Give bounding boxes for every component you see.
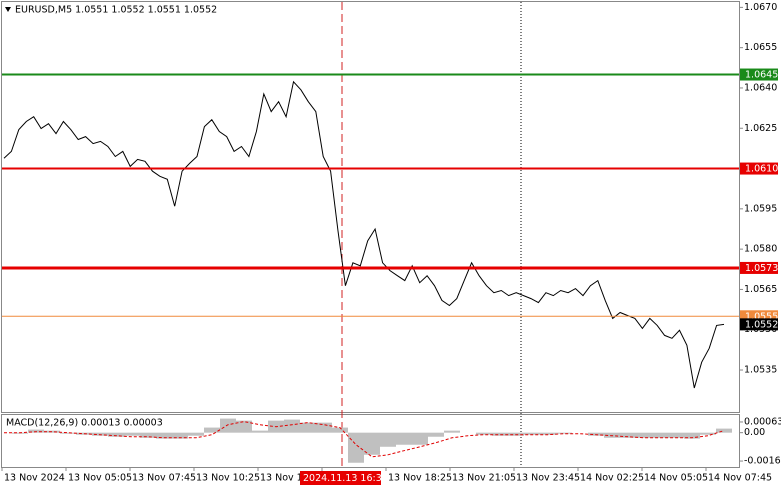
level-label-box bbox=[740, 68, 778, 81]
x-tick-label: 13 Nov 21:05 bbox=[452, 473, 516, 484]
chart-title: EURUSD,M5 1.0551 1.0552 1.0551 1.0552 bbox=[15, 5, 217, 16]
histogram-bar bbox=[524, 432, 540, 435]
histogram-bar bbox=[204, 427, 220, 433]
x-tick-label: 13 Nov 2024 bbox=[4, 473, 65, 484]
histogram-bar bbox=[716, 428, 732, 433]
current-price-box bbox=[740, 318, 778, 331]
histogram-bar bbox=[188, 432, 204, 436]
y-tick-label: 0.00063 bbox=[744, 416, 781, 427]
histogram-bar bbox=[300, 422, 316, 433]
y-tick-label: 0.00 bbox=[744, 427, 765, 438]
histogram-bar bbox=[332, 427, 348, 433]
histogram-bar bbox=[348, 432, 364, 463]
histogram-bar bbox=[540, 432, 556, 435]
histogram-bar bbox=[156, 432, 172, 439]
histogram-bar bbox=[364, 432, 380, 455]
histogram-bar bbox=[444, 430, 460, 433]
histogram-bar bbox=[124, 432, 140, 436]
macd-title: MACD(12,26,9) 0.00013 0.00003 bbox=[6, 418, 163, 429]
histogram-bar bbox=[492, 432, 508, 436]
y-tick-label: 1.0535 bbox=[744, 365, 777, 376]
x-tick-label: 13 Nov 18:25 bbox=[388, 473, 452, 484]
histogram-bar bbox=[684, 432, 700, 439]
x-tick-label: 14 Nov 02:25 bbox=[580, 473, 644, 484]
y-tick-label: 1.0640 bbox=[744, 82, 777, 93]
histogram-bar bbox=[28, 429, 44, 433]
crosshair-label: 2024.11.13 16:30 bbox=[303, 473, 388, 484]
histogram-bar bbox=[476, 432, 492, 435]
x-tick-label: 13 Nov 10:25 bbox=[196, 473, 260, 484]
histogram-bar bbox=[252, 430, 268, 433]
y-tick-label: 1.0625 bbox=[744, 123, 777, 134]
histogram-bar bbox=[396, 432, 412, 445]
histogram-bar bbox=[556, 432, 572, 434]
x-tick-label: 13 Nov 23:45 bbox=[516, 473, 580, 484]
x-tick-label: 13 Nov 05:05 bbox=[68, 473, 132, 484]
histogram-bar bbox=[60, 432, 76, 434]
y-tick-label: 1.0595 bbox=[744, 203, 777, 214]
level-label: 1.0645 bbox=[745, 70, 778, 81]
x-tick-label: 14 Nov 05:05 bbox=[644, 473, 708, 484]
histogram-bar bbox=[652, 432, 668, 438]
price-panel bbox=[1, 1, 740, 413]
y-tick-label: 1.0580 bbox=[744, 244, 777, 255]
histogram-bar bbox=[668, 432, 684, 438]
histogram-bar bbox=[428, 432, 444, 437]
menu-triangle bbox=[5, 7, 11, 12]
histogram-bar bbox=[412, 432, 428, 445]
current-price-label: 1.0552 bbox=[745, 319, 778, 330]
level-label-box bbox=[740, 162, 778, 175]
price-line bbox=[3, 80, 725, 389]
crosshair-label-box bbox=[300, 471, 381, 485]
level-label: 1.0610 bbox=[745, 164, 778, 175]
x-tick-label: 13 Nov 07:45 bbox=[132, 473, 196, 484]
histogram-bar bbox=[172, 432, 188, 439]
histogram-bar bbox=[44, 430, 60, 433]
histogram-bar bbox=[220, 418, 236, 433]
x-tick-label: 13 Nov 1 bbox=[260, 473, 303, 484]
histogram-bar bbox=[284, 419, 300, 433]
y-tick-label: 1.0565 bbox=[744, 284, 777, 295]
level-label: 1.0555 bbox=[745, 311, 778, 322]
level-label: 1.0573 bbox=[745, 263, 778, 274]
signal-line bbox=[4, 421, 725, 458]
x-tick-label: 14 Nov 07:45 bbox=[708, 473, 772, 484]
histogram-bar bbox=[380, 432, 396, 447]
y-tick-label: 1.0670 bbox=[744, 2, 777, 13]
histogram-bar bbox=[700, 432, 716, 435]
y-tick-label: -0.00167 bbox=[744, 456, 781, 467]
macd-panel bbox=[1, 414, 740, 468]
y-tick-label: 1.0655 bbox=[744, 42, 777, 53]
histogram-bar bbox=[636, 432, 652, 438]
histogram-bar bbox=[108, 432, 124, 437]
histogram-bar bbox=[236, 420, 252, 433]
histogram-bar bbox=[620, 432, 636, 438]
level-label-box bbox=[740, 261, 778, 274]
histogram-bar bbox=[140, 432, 156, 438]
histogram-bar bbox=[316, 422, 332, 433]
